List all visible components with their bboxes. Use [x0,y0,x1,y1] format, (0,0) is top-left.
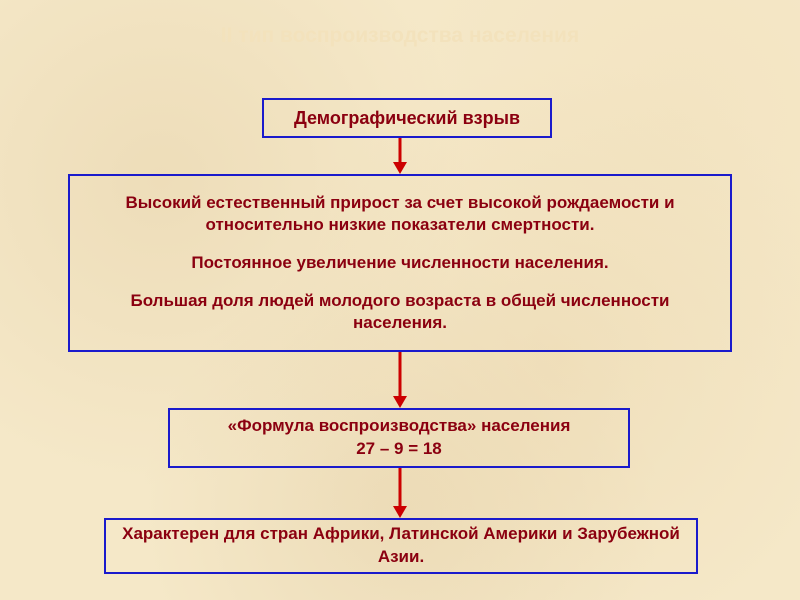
box-regions: Характерен для стран Африки, Латинской А… [104,518,698,574]
box3-line2: 27 – 9 = 18 [346,438,452,461]
box2-line1: Высокий естественный прирост за счет выс… [82,192,718,236]
arrow-1 [390,138,410,174]
box-formula: «Формула воспроизводства» населения 27 –… [168,408,630,468]
box2-line3-wrap: Большая доля людей молодого возраста в о… [82,290,718,334]
box4-line1: Характерен для стран Африки, Латинской А… [106,523,696,569]
box-characteristics: Высокий естественный прирост за счет выс… [68,174,732,352]
arrow-3 [390,468,410,518]
box2-trail: . [442,313,447,332]
arrow-2 [390,352,410,408]
box3-line1: «Формула воспроизводства» населения [218,415,581,438]
box2-line3: Большая доля людей молодого возраста в о… [131,291,670,332]
page-title: II тип воспроизводства населения [0,24,800,48]
box-demographic-explosion: Демографический взрыв [262,98,552,138]
box2-line2: Постоянное увеличение численности населе… [181,252,618,274]
box1-text: Демографический взрыв [284,108,530,129]
